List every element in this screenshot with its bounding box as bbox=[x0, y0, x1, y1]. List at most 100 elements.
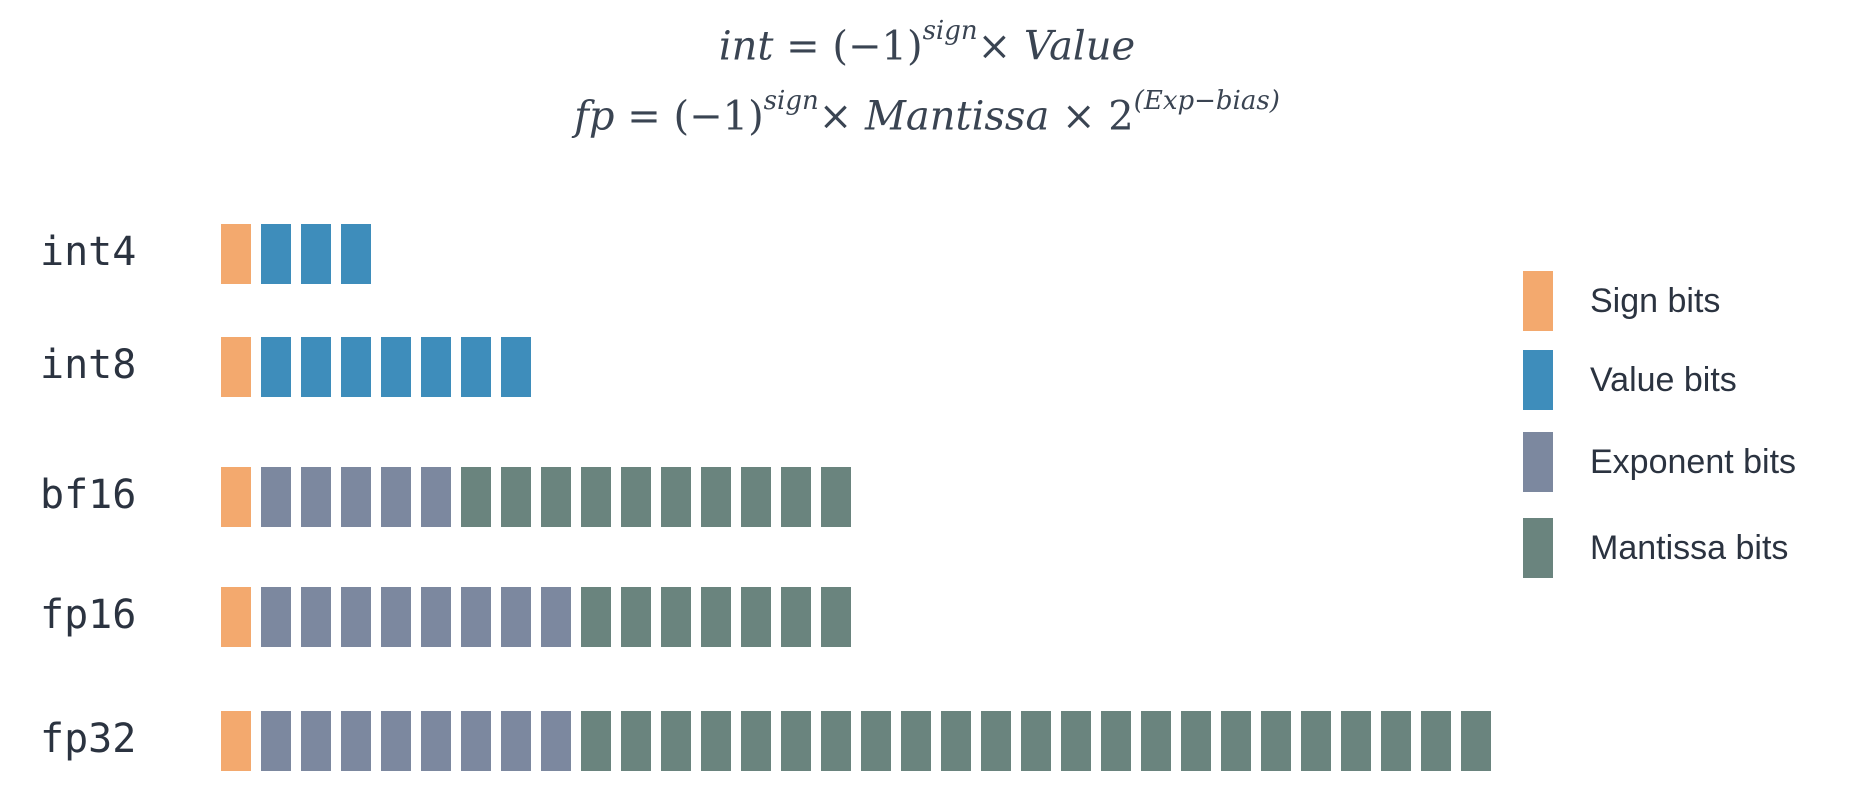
value-bit bbox=[261, 224, 291, 284]
formula-int-lhs: int bbox=[718, 23, 774, 70]
value-bit bbox=[341, 224, 371, 284]
formula-int-eq: = (−1) bbox=[773, 23, 923, 70]
formula-fp-mantissa: Mantissa bbox=[852, 93, 1050, 140]
exponent-bit bbox=[381, 467, 411, 527]
legend-label-value: Value bits bbox=[1590, 361, 1737, 399]
mantissa-bit bbox=[1101, 711, 1131, 771]
exponent-bit bbox=[341, 711, 371, 771]
value-bit bbox=[501, 337, 531, 397]
mantissa-bit bbox=[1021, 711, 1051, 771]
exponent-bit bbox=[421, 467, 451, 527]
exponent-bit bbox=[261, 711, 291, 771]
format-label-fp32: fp32 bbox=[40, 716, 137, 762]
legend-swatch-exponent bbox=[1523, 432, 1553, 492]
format-label-int8: int8 bbox=[40, 342, 137, 388]
value-bit bbox=[301, 337, 331, 397]
legend-label-mantissa: Mantissa bits bbox=[1590, 529, 1789, 567]
formula-fp-sup: sign bbox=[763, 86, 819, 116]
mantissa-bit bbox=[581, 467, 611, 527]
mantissa-bit bbox=[1381, 711, 1411, 771]
sign-bit bbox=[221, 467, 251, 527]
mantissa-bit bbox=[1221, 711, 1251, 771]
exponent-bit bbox=[421, 711, 451, 771]
mantissa-bit bbox=[981, 711, 1011, 771]
sign-bit bbox=[221, 587, 251, 647]
formula-fp-eq: = (−1) bbox=[614, 93, 764, 140]
formula-fp-lhs: fp bbox=[574, 93, 615, 140]
formula-int-rhs: Value bbox=[1011, 23, 1136, 70]
mantissa-bit bbox=[741, 587, 771, 647]
value-bit bbox=[341, 337, 371, 397]
mantissa-bit bbox=[701, 711, 731, 771]
legend-swatch-mantissa bbox=[1523, 518, 1553, 578]
formula-fp: fp = (−1)sign× Mantissa × 2(Exp−bias) bbox=[0, 86, 1854, 140]
exponent-bit bbox=[421, 587, 451, 647]
legend-label-exponent: Exponent bits bbox=[1590, 443, 1797, 481]
format-label-int4: int4 bbox=[40, 229, 137, 275]
formula-fp-exp: (Exp−bias) bbox=[1133, 86, 1280, 116]
value-bit bbox=[461, 337, 491, 397]
exponent-bit bbox=[501, 711, 531, 771]
exponent-bit bbox=[541, 711, 571, 771]
mantissa-bit bbox=[621, 467, 651, 527]
value-bit bbox=[421, 337, 451, 397]
mantissa-bit bbox=[461, 467, 491, 527]
value-bit bbox=[381, 337, 411, 397]
format-label-fp16: fp16 bbox=[40, 592, 137, 638]
exponent-bit bbox=[461, 711, 491, 771]
mantissa-bit bbox=[581, 711, 611, 771]
mantissa-bit bbox=[1261, 711, 1291, 771]
mantissa-bit bbox=[701, 587, 731, 647]
exponent-bit bbox=[541, 587, 571, 647]
mantissa-bit bbox=[1301, 711, 1331, 771]
mantissa-bit bbox=[661, 587, 691, 647]
exponent-bit bbox=[301, 587, 331, 647]
mantissa-bit bbox=[1461, 711, 1491, 771]
value-bit bbox=[301, 224, 331, 284]
formula-int: int = (−1)sign× Value bbox=[0, 16, 1854, 70]
legend-label-sign: Sign bits bbox=[1590, 282, 1721, 320]
mantissa-bit bbox=[581, 587, 611, 647]
mantissa-bit bbox=[781, 711, 811, 771]
mantissa-bit bbox=[941, 711, 971, 771]
mantissa-bit bbox=[781, 467, 811, 527]
mantissa-bit bbox=[821, 711, 851, 771]
exponent-bit bbox=[381, 587, 411, 647]
mantissa-bit bbox=[661, 467, 691, 527]
sign-bit bbox=[221, 711, 251, 771]
formula-int-sup: sign bbox=[922, 16, 978, 46]
sign-bit bbox=[221, 224, 251, 284]
mantissa-bit bbox=[541, 467, 571, 527]
value-bit bbox=[261, 337, 291, 397]
exponent-bit bbox=[461, 587, 491, 647]
formula-fp-times2: × 2 bbox=[1049, 93, 1134, 140]
mantissa-bit bbox=[901, 711, 931, 771]
mantissa-bit bbox=[741, 467, 771, 527]
mantissa-bit bbox=[621, 587, 651, 647]
mantissa-bit bbox=[1181, 711, 1211, 771]
mantissa-bit bbox=[1141, 711, 1171, 771]
sign-bit bbox=[221, 337, 251, 397]
mantissa-bit bbox=[821, 467, 851, 527]
exponent-bit bbox=[261, 587, 291, 647]
exponent-bit bbox=[501, 587, 531, 647]
mantissa-bit bbox=[741, 711, 771, 771]
mantissa-bit bbox=[501, 467, 531, 527]
format-label-bf16: bf16 bbox=[40, 472, 137, 518]
mantissa-bit bbox=[781, 587, 811, 647]
mantissa-bit bbox=[1421, 711, 1451, 771]
legend-swatch-sign bbox=[1523, 271, 1553, 331]
mantissa-bit bbox=[1341, 711, 1371, 771]
mantissa-bit bbox=[1061, 711, 1091, 771]
legend-swatch-value bbox=[1523, 350, 1553, 410]
exponent-bit bbox=[301, 711, 331, 771]
exponent-bit bbox=[341, 587, 371, 647]
formula-int-times: × bbox=[977, 23, 1012, 70]
mantissa-bit bbox=[861, 711, 891, 771]
mantissa-bit bbox=[661, 711, 691, 771]
exponent-bit bbox=[301, 467, 331, 527]
formula-fp-times: × bbox=[818, 93, 853, 140]
exponent-bit bbox=[261, 467, 291, 527]
exponent-bit bbox=[341, 467, 371, 527]
mantissa-bit bbox=[701, 467, 731, 527]
